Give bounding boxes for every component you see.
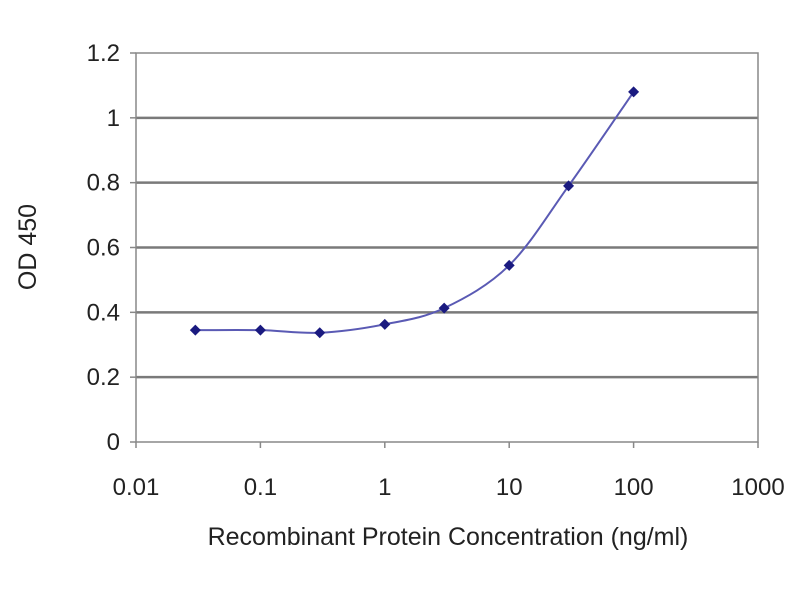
x-axis-ticks: 0.01 0.1 1 10 100 1000 — [113, 442, 785, 501]
y-tick-label: 1 — [107, 105, 120, 132]
y-axis-ticks: 0 0.2 0.4 0.6 0.8 1 1.2 — [87, 40, 136, 456]
data-point — [628, 86, 640, 98]
x-tick-label: 0.1 — [244, 474, 277, 501]
x-tick-label: 1000 — [731, 474, 784, 501]
data-point — [189, 324, 201, 336]
data-point — [314, 327, 326, 339]
y-tick-label: 0 — [107, 429, 120, 456]
data-point — [503, 259, 515, 271]
x-tick-label: 0.01 — [113, 474, 160, 501]
data-point — [438, 302, 450, 314]
x-axis-title: Recombinant Protein Concentration (ng/ml… — [208, 523, 689, 551]
y-tick-label: 0.8 — [87, 170, 120, 197]
data-point — [563, 180, 575, 192]
series-line — [195, 91, 635, 334]
y-axis-title: OD 450 — [14, 204, 42, 290]
series-layer — [189, 86, 640, 339]
x-tick-label: 10 — [496, 474, 523, 501]
y-tick-label: 0.2 — [87, 364, 120, 391]
gridlines — [136, 116, 758, 379]
x-tick-label: 100 — [614, 474, 654, 501]
x-tick-label: 1 — [378, 474, 391, 501]
y-tick-label: 1.2 — [87, 40, 120, 67]
y-tick-label: 0.4 — [87, 299, 120, 326]
data-point — [379, 318, 391, 330]
y-tick-label: 0.6 — [87, 235, 120, 262]
data-point — [254, 324, 266, 336]
